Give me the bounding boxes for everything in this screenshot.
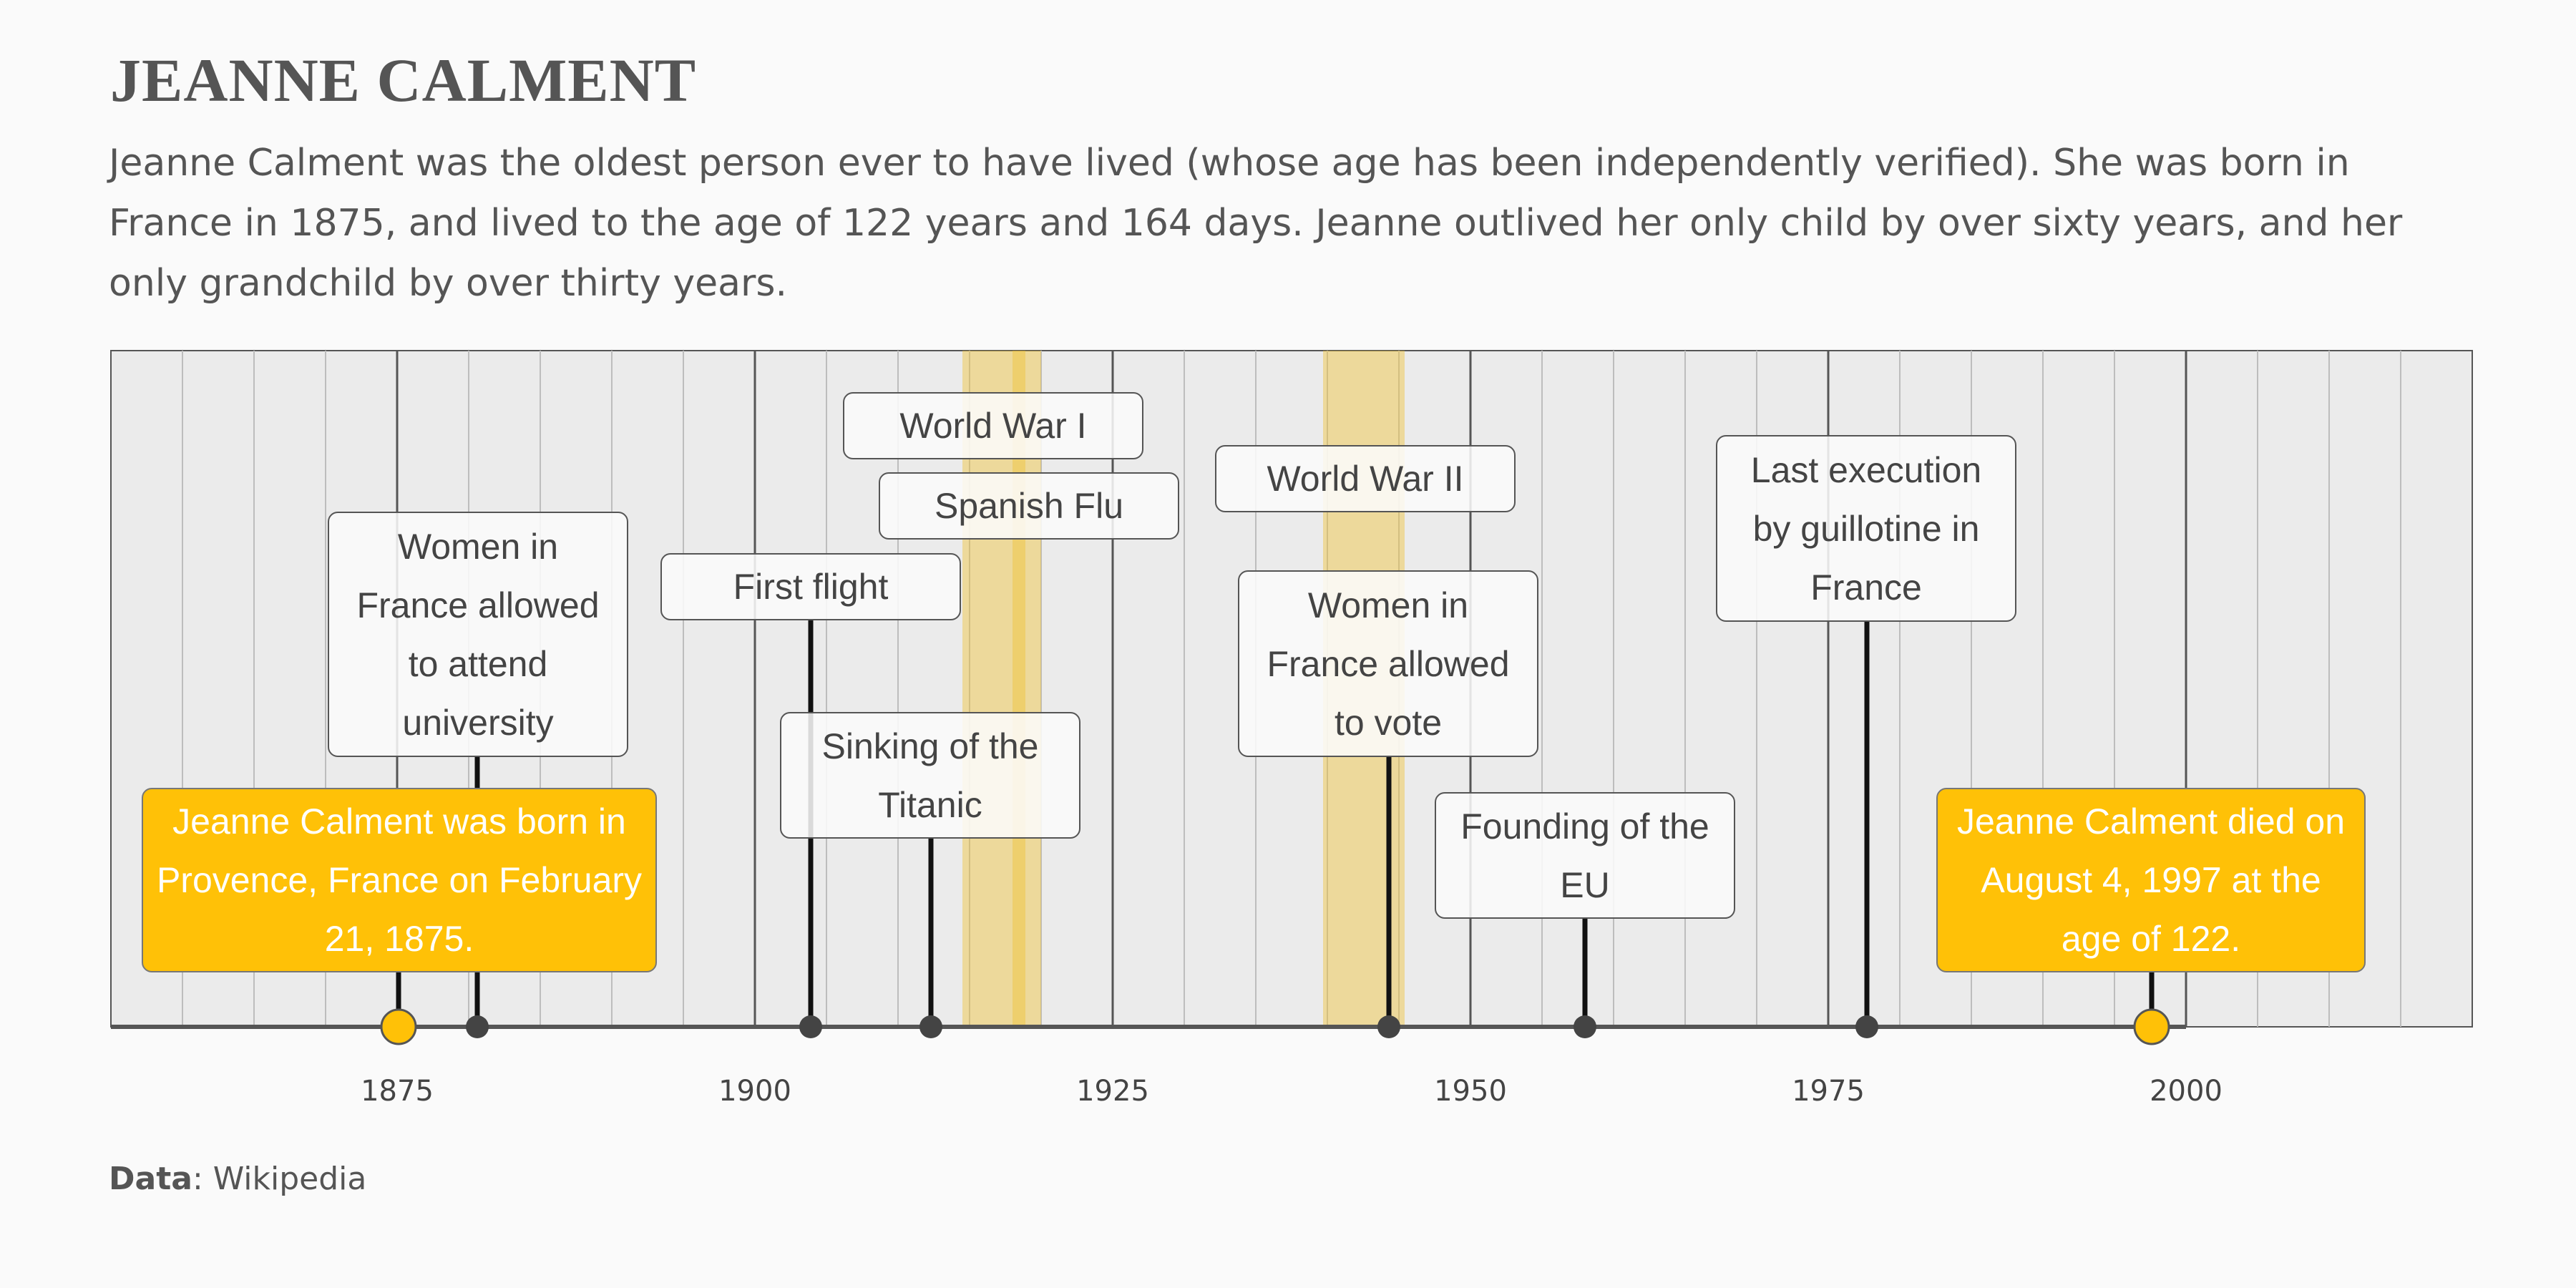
event-dot [1574,1015,1596,1038]
milestone-label: Jeanne Calment died on August 4, 1997 at… [1936,788,2366,972]
milestone-dot [2133,1008,2170,1045]
x-tick-label: 1975 [1792,1075,1865,1108]
x-tick-label: 1900 [718,1075,791,1108]
event-dot [919,1015,942,1038]
chart-subtitle: Jeanne Calment was the oldest person eve… [109,142,2403,305]
event-label: Sinking of the Titanic [780,712,1080,839]
event-label: Women in France allowed to attend univer… [328,512,628,757]
period-label: World War II [1215,445,1516,512]
event-label: Last execution by guillotine in France [1716,435,2016,622]
milestone-label: Jeanne Calment was born in Provence, Fra… [142,788,657,972]
period-band [1013,351,1041,1027]
event-dot [466,1015,489,1038]
x-tick-label: 1875 [361,1075,434,1108]
data-source: Data: Wikipedia [109,1161,366,1197]
event-dot [1855,1015,1878,1038]
period-label: World War I [843,392,1143,459]
chart-title: JEANNE CALMENT [110,46,697,114]
event-label: Founding of the EU [1435,792,1735,919]
source-value: : Wikipedia [192,1161,367,1197]
event-label: First flight [660,553,961,620]
period-band [962,351,1025,1027]
x-tick-label: 1950 [1434,1075,1507,1108]
event-dot [1377,1015,1400,1038]
x-tick-label: 2000 [2150,1075,2223,1108]
event-label: Women in France allowed to vote [1238,570,1538,757]
x-tick-label: 1925 [1076,1075,1149,1108]
milestone-dot [380,1008,417,1045]
period-label: Spanish Flu [879,472,1179,540]
event-dot [799,1015,822,1038]
source-label: Data [109,1161,192,1197]
